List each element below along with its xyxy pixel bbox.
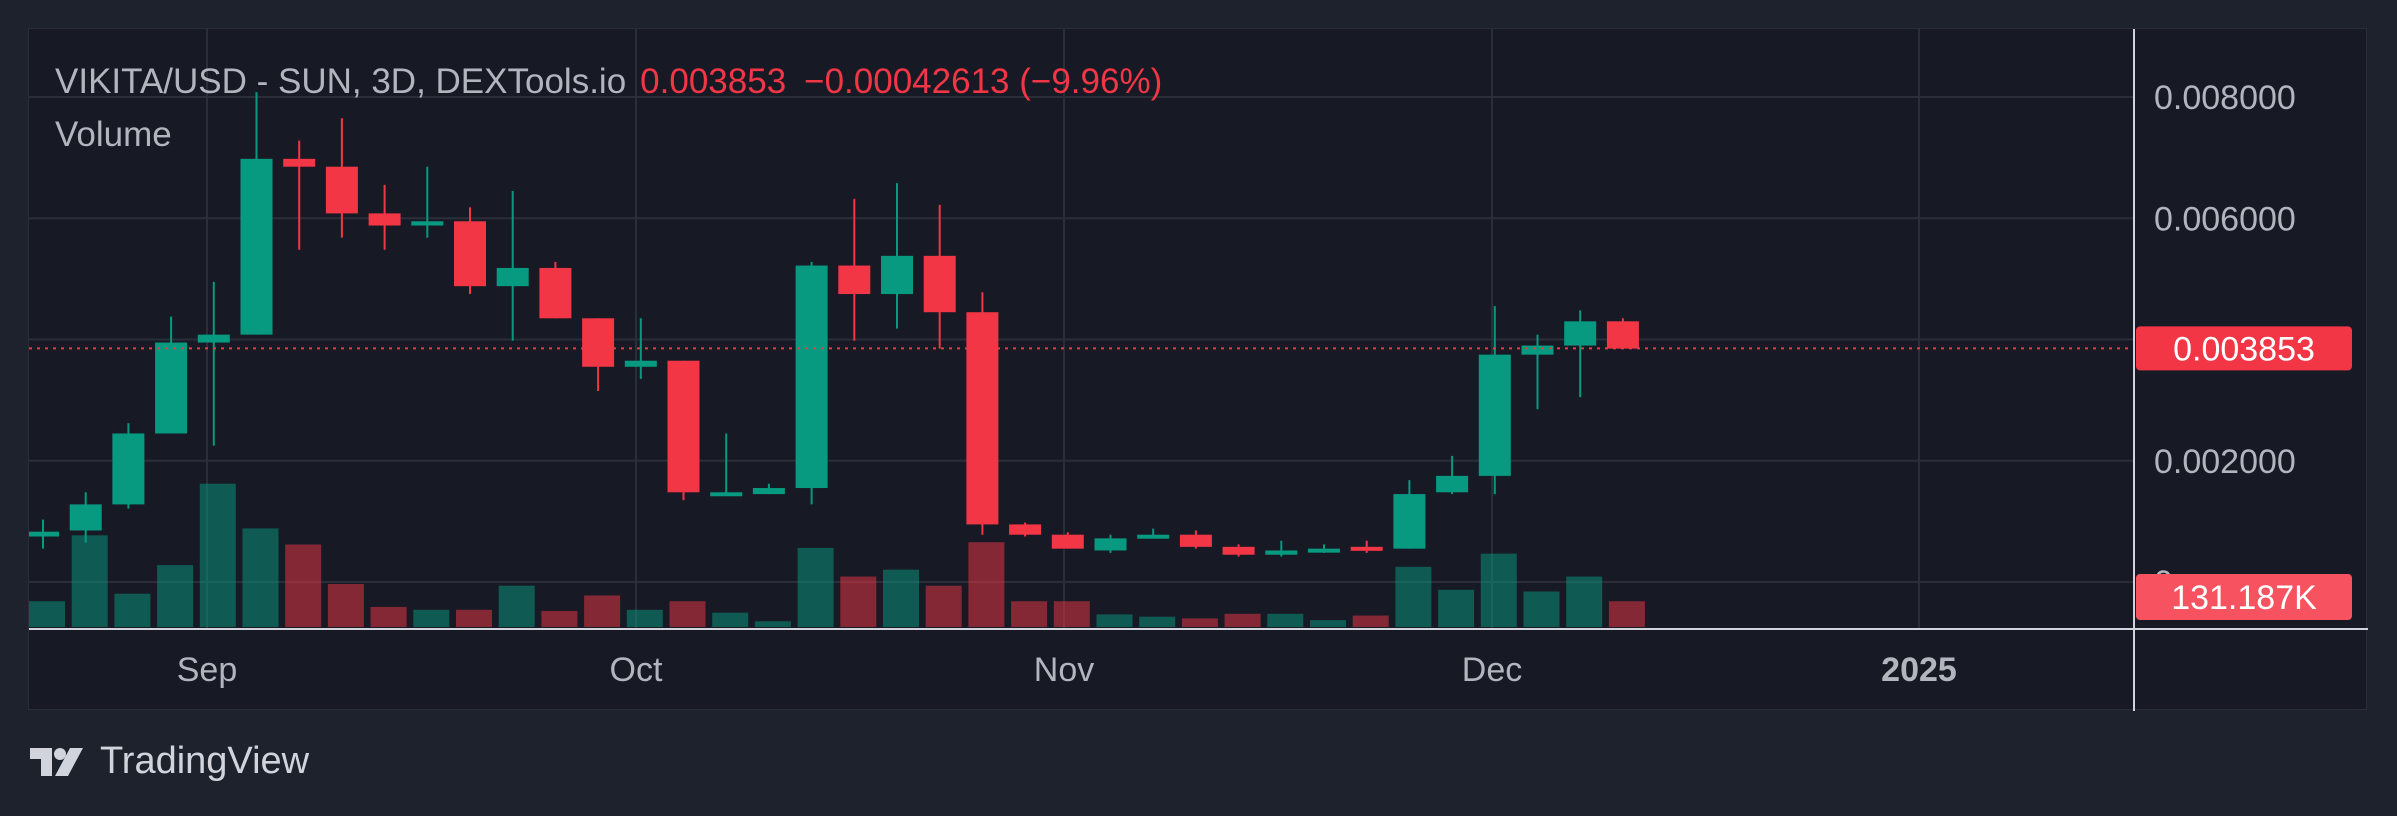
volume-bar bbox=[797, 547, 834, 627]
x-tick-label: Dec bbox=[1462, 651, 1522, 689]
volume-bar bbox=[840, 576, 877, 627]
price-change-label: −0.00042613 (−9.96%) bbox=[804, 62, 1163, 101]
volume-bar bbox=[669, 601, 706, 627]
volume-bar bbox=[1438, 589, 1475, 627]
candle-body bbox=[710, 492, 743, 497]
volume-bar bbox=[541, 610, 578, 627]
candle-body bbox=[966, 312, 999, 525]
tradingview-wordmark: TradingView bbox=[100, 740, 310, 782]
candle-body bbox=[197, 334, 230, 343]
x-tick-label: Oct bbox=[610, 651, 663, 689]
volume-bar bbox=[29, 601, 65, 627]
volume-bar bbox=[712, 612, 749, 627]
candle-body bbox=[496, 267, 529, 287]
candle-body bbox=[795, 265, 828, 489]
candle-body bbox=[368, 213, 401, 226]
volume-bar bbox=[327, 584, 364, 627]
candle-body bbox=[112, 433, 145, 505]
candle-body bbox=[454, 221, 486, 287]
x-tick-label: 2025 bbox=[1881, 651, 1957, 689]
last-volume-badge bbox=[2136, 574, 2352, 620]
volume-bar bbox=[925, 585, 962, 627]
candle-body bbox=[539, 267, 572, 319]
candle-body bbox=[1265, 550, 1298, 555]
candle-body bbox=[667, 360, 700, 493]
last-price-badge-label: 0.003853 bbox=[2173, 330, 2315, 368]
volume-label: Volume bbox=[55, 115, 172, 154]
volume-bar bbox=[1224, 613, 1261, 627]
volume-bar bbox=[1181, 618, 1218, 627]
x-tick-label: Nov bbox=[1034, 651, 1094, 689]
volume-bar bbox=[1139, 616, 1176, 627]
last-volume-badge-label: 131.187K bbox=[2171, 579, 2317, 617]
x-tick-label: Sep bbox=[177, 651, 238, 689]
candle-body bbox=[69, 504, 102, 531]
candle-body bbox=[1606, 321, 1639, 349]
candle-body bbox=[1051, 534, 1084, 549]
volume-bar bbox=[413, 609, 450, 627]
last-price-badge bbox=[2136, 326, 2352, 371]
candle-body bbox=[624, 360, 657, 367]
candle-body bbox=[752, 488, 785, 495]
volume-bar bbox=[584, 595, 621, 627]
volume-bar bbox=[1523, 591, 1560, 627]
volume-bar bbox=[1053, 601, 1090, 627]
candle-body bbox=[29, 531, 59, 537]
volume-bar bbox=[1267, 613, 1304, 627]
volume-bar bbox=[456, 609, 492, 627]
volume-bar bbox=[1480, 553, 1517, 627]
candle-body bbox=[1393, 494, 1426, 549]
candle-body bbox=[1009, 524, 1042, 535]
candle-body bbox=[582, 318, 615, 367]
candle-body bbox=[1222, 546, 1255, 555]
y-tick-label: 0.006000 bbox=[2154, 200, 2296, 238]
volume-bar bbox=[626, 609, 663, 627]
volume-bar bbox=[498, 585, 535, 627]
volume-bar bbox=[242, 528, 279, 627]
volume-bar bbox=[370, 606, 407, 627]
volume-bar bbox=[1011, 601, 1048, 627]
chart-panel[interactable]: 00.0020000.0060000.0080000.003853131.187… bbox=[28, 28, 2368, 711]
candle-body bbox=[838, 265, 871, 295]
candle-body bbox=[1308, 548, 1340, 553]
volume-bar bbox=[968, 542, 1005, 627]
volume-bar bbox=[883, 569, 919, 627]
candle-body bbox=[411, 221, 444, 226]
volume-bar bbox=[1608, 601, 1645, 627]
candle-body bbox=[155, 342, 188, 434]
candle-body bbox=[325, 166, 358, 214]
candle-body bbox=[1436, 475, 1469, 493]
volume-bar bbox=[1395, 566, 1432, 627]
tradingview-icon bbox=[30, 747, 83, 776]
candlestick-chart[interactable]: 00.0020000.0060000.0080000.003853131.187… bbox=[29, 29, 2368, 711]
y-tick-label: 0.002000 bbox=[2154, 443, 2296, 481]
candle-body bbox=[1521, 345, 1554, 355]
volume-bar bbox=[1310, 620, 1346, 627]
candle-body bbox=[1094, 538, 1127, 551]
symbol-label: VIKITA/USD - SUN, 3D, DEXTools.io bbox=[55, 62, 627, 101]
volume-bar bbox=[754, 621, 791, 627]
volume-bar bbox=[114, 593, 151, 627]
volume-bar bbox=[285, 544, 322, 627]
candle-body bbox=[1350, 546, 1383, 551]
candle-body bbox=[1137, 534, 1170, 539]
volume-bar bbox=[1352, 615, 1389, 627]
candle-body bbox=[1478, 354, 1511, 476]
last-price-label: 0.003853 bbox=[640, 62, 787, 101]
volume-bar bbox=[199, 483, 236, 627]
y-tick-label: 0.008000 bbox=[2154, 79, 2296, 117]
candle-body bbox=[283, 158, 316, 167]
volume-bar bbox=[157, 565, 194, 627]
volume-bar bbox=[71, 535, 108, 627]
candle-body bbox=[240, 158, 273, 335]
candle-body bbox=[1564, 321, 1597, 346]
candle-body bbox=[881, 255, 913, 295]
volume-bar bbox=[1566, 576, 1603, 627]
chart-legend: VIKITA/USD - SUN, 3D, DEXTools.io 0.00385… bbox=[55, 62, 1162, 102]
candle-body bbox=[1179, 534, 1212, 547]
volume-bar bbox=[1096, 614, 1133, 627]
tradingview-logo[interactable]: TradingView bbox=[28, 740, 309, 783]
candle-body bbox=[923, 255, 956, 313]
